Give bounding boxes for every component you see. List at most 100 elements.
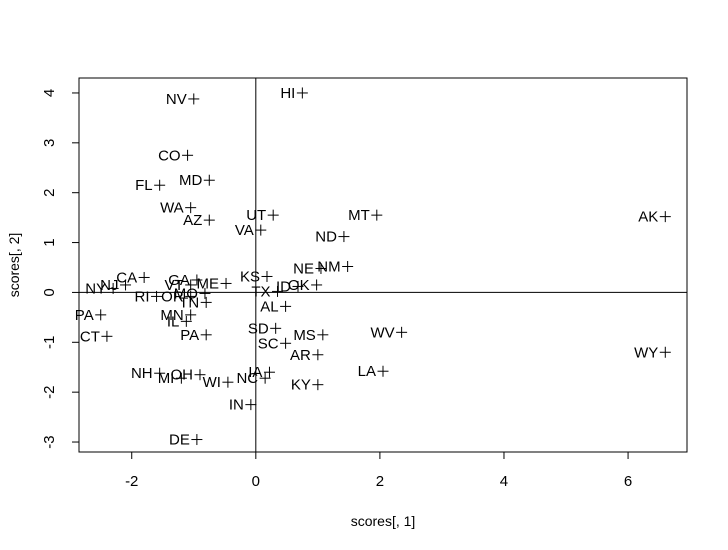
point-label: MS [293, 327, 316, 344]
point-label: NY [85, 280, 106, 297]
data-point: FL [135, 177, 166, 194]
point-label: SC [258, 335, 279, 352]
point-label: ME [197, 275, 220, 292]
data-point: VT [165, 277, 197, 294]
point-label: AR [290, 347, 311, 364]
plot-frame [78, 77, 688, 453]
data-point: MD [179, 172, 215, 189]
data-point: IL [167, 313, 192, 330]
x-tick-label: 2 [376, 473, 384, 490]
point-label: KY [291, 377, 311, 394]
point-label: UT [246, 207, 266, 224]
point-label: ID [276, 278, 291, 295]
data-point: GA [168, 272, 203, 289]
data-point: MT [348, 207, 383, 224]
data-point: MS [293, 327, 329, 344]
point-label: NM [317, 258, 340, 275]
data-point: AR [290, 347, 324, 364]
data-point: TN [179, 294, 212, 311]
point-label: ND [315, 229, 337, 246]
data-point: ME [197, 275, 232, 292]
point-label: MN [160, 307, 183, 324]
data-point: CO [158, 147, 194, 164]
y-tick-label: 3 [41, 139, 58, 147]
point-label: NV [166, 91, 187, 108]
data-point: RI [135, 288, 163, 305]
y-tick-label: 0 [41, 288, 58, 296]
point-label: RI [135, 288, 150, 305]
point-label: WA [160, 200, 184, 217]
point-label: AK [638, 209, 658, 226]
point-label: CO [158, 147, 181, 164]
data-point: NJ [100, 277, 132, 294]
point-label: KS [240, 268, 260, 285]
data-point: OH [170, 367, 206, 384]
data-point: NC [236, 370, 271, 387]
data-point: KY [291, 377, 324, 394]
point-label: MI [158, 370, 175, 387]
y-tick-label: 2 [41, 189, 58, 197]
data-point: LA [358, 363, 389, 380]
point-label: MO [174, 285, 198, 302]
data-point: CT [80, 328, 113, 345]
y-tick-label: 4 [41, 89, 58, 97]
point-label: NC [236, 370, 258, 387]
x-tick-label: 0 [252, 473, 260, 490]
data-point: NY [85, 280, 119, 297]
y-tick-label: -3 [41, 435, 58, 448]
point-label: CT [80, 328, 100, 345]
x-axis-title: scores[, 1] [351, 513, 416, 529]
point-label: AL [260, 298, 278, 315]
data-point: UT [246, 207, 279, 224]
point-label: WV [370, 324, 394, 341]
data-point: IA [248, 364, 275, 381]
x-tick-label: 4 [500, 473, 508, 490]
point-label: CA [116, 269, 137, 286]
x-tick-label: 6 [624, 473, 632, 490]
x-tick-label: -2 [125, 473, 138, 490]
data-point: IN [229, 397, 257, 414]
data-point: DE [169, 432, 203, 449]
data-point: OR [161, 288, 197, 305]
point-label: LA [358, 363, 376, 380]
data-point: WA [160, 200, 197, 217]
point-label: IA [248, 364, 262, 381]
data-point: OK [288, 277, 323, 294]
data-point: TX [251, 283, 284, 300]
data-point: NE [293, 260, 327, 277]
y-tick-label: 1 [41, 238, 58, 246]
point-label: SD [248, 320, 269, 337]
axes: -2 0 2 4 6 -3 -2 -1 0 1 2 3 4 [41, 77, 688, 490]
data-point: AZ [183, 212, 215, 229]
data-point: NM [317, 258, 354, 275]
data-point: NV [166, 91, 200, 108]
point-label: WY [634, 344, 658, 361]
y-tick-label: -1 [41, 336, 58, 349]
y-axis-title: scores[, 2] [6, 233, 22, 298]
point-label: MT [348, 207, 370, 224]
data-point: KS [240, 268, 273, 285]
data-point: MN [160, 307, 197, 324]
point-label: IN [229, 397, 244, 414]
point-label: VT [165, 277, 184, 294]
data-point: SD [248, 320, 282, 337]
point-label: MD [179, 172, 202, 189]
point-label: OK [288, 277, 310, 294]
point-label: NE [293, 260, 314, 277]
data-point: VA [235, 222, 267, 239]
point-label: GA [168, 272, 190, 289]
data-point: MI [158, 370, 187, 387]
data-point: ND [315, 229, 350, 246]
data-point: AK [638, 209, 671, 226]
data-point: NH [131, 365, 166, 382]
point-label: NJ [100, 277, 118, 294]
point-label: TX [251, 283, 270, 300]
data-point: PA [180, 327, 212, 344]
point-label: AZ [183, 212, 202, 229]
point-label: WI [203, 374, 221, 391]
point-label: DE [169, 432, 190, 449]
data-point: HI [280, 85, 308, 102]
data-point: SC [258, 335, 292, 352]
point-label: TN [179, 294, 199, 311]
